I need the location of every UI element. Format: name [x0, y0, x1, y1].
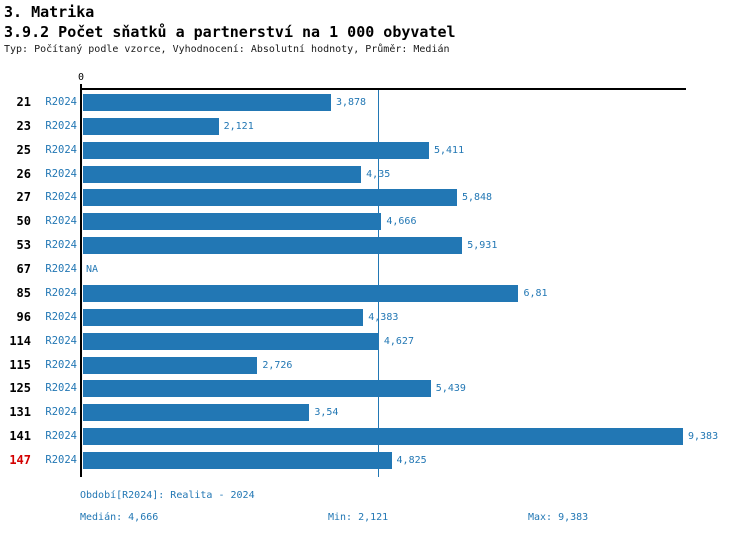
row-category-label: 85	[16, 285, 31, 300]
row-value-label: 2,726	[262, 359, 293, 371]
row-series-label: R2024	[45, 143, 77, 156]
chart-row: 115 R2024 2,726	[0, 356, 750, 374]
chart-row: 26 R2024 4,35	[0, 165, 750, 183]
chart-row: 114 R2024 4,627	[0, 332, 750, 350]
row-category-label: 67	[16, 262, 31, 277]
row-series-label: R2024	[45, 239, 77, 252]
row-value-label: 4,627	[383, 335, 414, 347]
row-bar	[83, 213, 382, 231]
footer-min: Min: 2,121	[328, 512, 389, 523]
chart-row: 50 R2024 4,666	[0, 213, 750, 231]
row-category-label: 25	[16, 142, 31, 157]
chart-row: 25 R2024 5,411	[0, 141, 750, 159]
row-bar	[83, 380, 431, 398]
row-category-label: 147	[9, 453, 31, 468]
row-series-label: R2024	[45, 406, 77, 419]
row-category-label: 125	[9, 381, 31, 396]
row-value-label: 5,848	[461, 192, 493, 204]
row-bar	[83, 141, 429, 159]
row-bar	[83, 284, 519, 302]
row-value-label: 2,121	[223, 120, 254, 132]
row-category-label: 131	[9, 405, 31, 420]
row-bar	[83, 94, 331, 111]
median-line	[378, 90, 379, 477]
chart-row: 67 R2024 NA	[0, 261, 750, 278]
chart-row: 147 R2024 4,825	[0, 452, 750, 470]
chart-row: 96 R2024 4,383	[0, 308, 750, 326]
row-bar	[83, 404, 310, 422]
row-bar	[83, 165, 362, 183]
row-category-label: 27	[16, 190, 31, 205]
row-category-label: 23	[16, 118, 31, 133]
row-category-label: 50	[16, 214, 31, 229]
row-value-label: 5,931	[467, 240, 498, 252]
row-bar	[83, 237, 463, 255]
row-category-label: 53	[16, 238, 31, 253]
row-bar	[83, 332, 379, 350]
row-series-label: R2024	[45, 454, 77, 467]
chart-meta-line: Typ: Počítaný podle vzorce, Vyhodnocení:…	[4, 44, 450, 55]
row-category-label: 141	[9, 429, 31, 444]
row-series-label: R2024	[45, 167, 77, 180]
x-axis-zero-tick-label: 0	[77, 72, 85, 83]
row-category-label: 26	[16, 166, 31, 181]
row-value-label: 5,439	[435, 383, 466, 395]
row-bar	[83, 356, 258, 374]
row-bar	[83, 452, 392, 470]
row-series-label: R2024	[45, 119, 77, 132]
y-axis-line	[80, 84, 82, 477]
row-value-label: 4,35	[366, 168, 391, 180]
row-category-label: 96	[16, 309, 31, 324]
row-value-label: NA	[86, 264, 99, 276]
chart-row: 53 R2024 5,931	[0, 237, 750, 255]
row-value-label: 4,383	[368, 311, 399, 323]
chart-title: 3.9.2 Počet sňatků a partnerství na 1 00…	[4, 23, 456, 41]
row-series-label: R2024	[45, 334, 77, 347]
row-series-label: R2024	[45, 382, 77, 395]
row-value-label: 6,81	[523, 287, 548, 299]
row-category-label: 115	[9, 357, 31, 372]
chart-row: 125 R2024 5,439	[0, 380, 750, 398]
row-series-label: R2024	[45, 263, 77, 276]
row-bar	[83, 308, 364, 326]
chart-row: 23 R2024 2,121	[0, 117, 750, 135]
row-bar	[83, 117, 219, 135]
row-series-label: R2024	[45, 215, 77, 228]
row-value-label: 4,666	[386, 216, 417, 228]
row-value-label: 9,383	[688, 431, 719, 443]
row-value-label: 3,878	[335, 97, 367, 108]
footer-period: Období[R2024]: Realita - 2024	[80, 490, 255, 501]
row-value-label: 3,54	[314, 407, 339, 419]
row-value-label: 5,411	[434, 144, 465, 156]
chart-row: 85 R2024 6,81	[0, 284, 750, 302]
row-series-label: R2024	[45, 358, 77, 371]
chart-row: 27 R2024 5,848	[0, 189, 750, 207]
row-value-label: 4,825	[396, 455, 427, 467]
footer-max: Max: 9,383	[528, 512, 589, 523]
row-category-label: 21	[16, 95, 31, 109]
chart-row: 141 R2024 9,383	[0, 428, 750, 446]
chart-row: 21 R2024 3,878	[0, 94, 750, 111]
chart-row: 131 R2024 3,54	[0, 404, 750, 422]
row-series-label: R2024	[45, 430, 77, 443]
row-bar	[83, 189, 457, 207]
row-series-label: R2024	[45, 310, 77, 323]
row-series-label: R2024	[45, 191, 77, 204]
row-series-label: R2024	[45, 96, 77, 108]
row-category-label: 114	[9, 333, 31, 348]
row-bar	[83, 428, 683, 446]
footer-median: Medián: 4,666	[80, 512, 159, 523]
x-axis-line	[80, 88, 686, 90]
section-title: 3. Matrika	[4, 3, 95, 21]
row-series-label: R2024	[45, 286, 77, 299]
